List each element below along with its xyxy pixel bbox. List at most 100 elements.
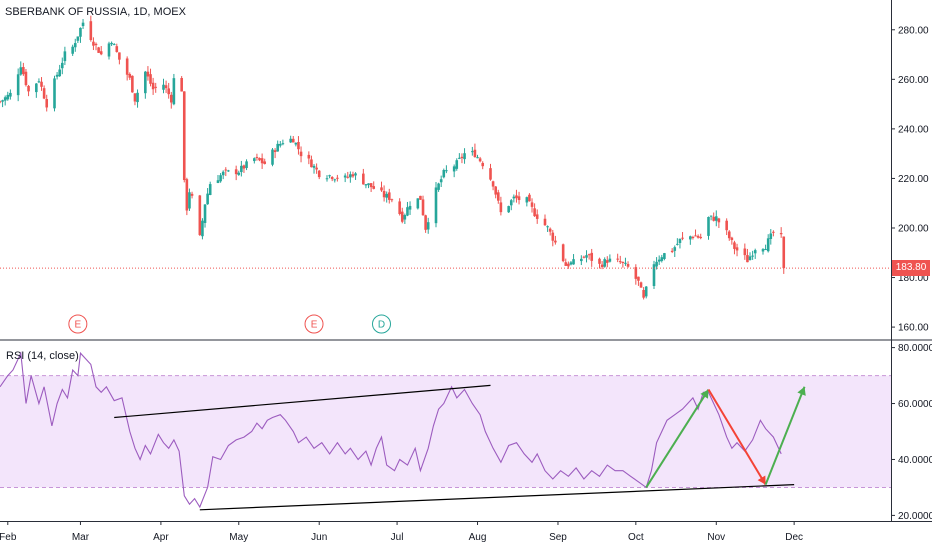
candle-body[interactable] bbox=[219, 175, 222, 182]
candle-body[interactable] bbox=[328, 175, 331, 177]
candle-body[interactable] bbox=[533, 208, 536, 217]
candle-body[interactable] bbox=[751, 255, 754, 257]
candle-body[interactable] bbox=[707, 217, 710, 236]
candle-body[interactable] bbox=[263, 161, 267, 164]
candle-body[interactable] bbox=[764, 248, 767, 250]
candle-body[interactable] bbox=[1, 100, 4, 102]
candle-body[interactable] bbox=[281, 143, 285, 145]
candle-body[interactable] bbox=[660, 257, 664, 261]
candle-body[interactable] bbox=[60, 62, 64, 69]
candle-body[interactable] bbox=[297, 142, 300, 150]
candle-body[interactable] bbox=[567, 263, 570, 267]
candle-body[interactable] bbox=[35, 83, 38, 93]
candle-body[interactable] bbox=[278, 144, 282, 146]
candle-body[interactable] bbox=[63, 51, 67, 62]
rsi-arrow-up[interactable] bbox=[645, 389, 710, 488]
candle-body[interactable] bbox=[94, 43, 98, 46]
candle-body[interactable] bbox=[315, 167, 318, 170]
candle-body[interactable] bbox=[642, 289, 645, 298]
candle-body[interactable] bbox=[655, 261, 658, 267]
candle-body[interactable] bbox=[551, 232, 555, 241]
candle-body[interactable] bbox=[164, 85, 168, 89]
candle-body[interactable] bbox=[206, 193, 209, 205]
candle-body[interactable] bbox=[167, 88, 170, 95]
candle-body[interactable] bbox=[9, 92, 12, 97]
candle-body[interactable] bbox=[714, 216, 718, 221]
rsi-indicator-title[interactable]: RSI (14, close) bbox=[6, 350, 79, 362]
candle-body[interactable] bbox=[766, 238, 770, 252]
candle-body[interactable] bbox=[652, 264, 656, 286]
candle-body[interactable] bbox=[637, 276, 640, 281]
candle-body[interactable] bbox=[491, 181, 495, 187]
dividend-marker[interactable] bbox=[372, 314, 391, 334]
candle-body[interactable] bbox=[255, 156, 259, 158]
candle-body[interactable] bbox=[580, 258, 583, 262]
rsi-trendline[interactable] bbox=[199, 484, 795, 511]
candle-body[interactable] bbox=[133, 93, 137, 102]
candle-body[interactable] bbox=[343, 175, 347, 178]
candle-body[interactable] bbox=[603, 259, 606, 267]
candle-body[interactable] bbox=[727, 231, 731, 239]
candle-body[interactable] bbox=[585, 255, 588, 258]
candle-body[interactable] bbox=[639, 282, 643, 288]
candle-body[interactable] bbox=[149, 74, 152, 84]
candle-body[interactable] bbox=[154, 86, 158, 88]
candle-body[interactable] bbox=[380, 187, 383, 191]
candle-body[interactable] bbox=[115, 46, 119, 52]
candle-body[interactable] bbox=[151, 82, 155, 90]
candle-body[interactable] bbox=[273, 150, 277, 153]
price-pane[interactable] bbox=[0, 0, 891, 337]
candle-body[interactable] bbox=[476, 157, 479, 159]
candle-body[interactable] bbox=[408, 205, 412, 210]
candle-body[interactable] bbox=[387, 192, 391, 200]
candle-body[interactable] bbox=[258, 158, 261, 161]
candle-body[interactable] bbox=[546, 226, 549, 228]
candle-body[interactable] bbox=[691, 236, 695, 238]
candle-body[interactable] bbox=[245, 161, 248, 168]
candle-body[interactable] bbox=[240, 165, 243, 173]
rsi-trendline[interactable] bbox=[114, 384, 491, 419]
candle-body[interactable] bbox=[208, 184, 212, 195]
candle-body[interactable] bbox=[434, 187, 438, 224]
candle-body[interactable] bbox=[76, 36, 80, 41]
candle-body[interactable] bbox=[587, 254, 591, 256]
candle-body[interactable] bbox=[234, 169, 238, 175]
candle-body[interactable] bbox=[99, 51, 103, 55]
candle-body[interactable] bbox=[227, 170, 230, 172]
candle-body[interactable] bbox=[190, 193, 194, 196]
candle-body[interactable] bbox=[452, 166, 456, 172]
candle-body[interactable] bbox=[605, 260, 609, 263]
rsi-line[interactable] bbox=[0, 351, 782, 509]
candle-body[interactable] bbox=[260, 158, 264, 164]
candle-body[interactable] bbox=[421, 199, 425, 216]
candle-body[interactable] bbox=[626, 264, 630, 267]
candle-body[interactable] bbox=[253, 158, 256, 162]
candle-body[interactable] bbox=[131, 75, 134, 93]
candle-body[interactable] bbox=[289, 138, 292, 143]
candle-body[interactable] bbox=[419, 195, 422, 200]
candle-body[interactable] bbox=[779, 233, 783, 235]
candle-body[interactable] bbox=[22, 67, 25, 75]
candle-body[interactable] bbox=[600, 264, 604, 268]
candle-body[interactable] bbox=[372, 186, 376, 189]
candle-body[interactable] bbox=[572, 259, 575, 265]
candle-body[interactable] bbox=[608, 258, 612, 262]
candle-body[interactable] bbox=[79, 27, 82, 37]
candle-body[interactable] bbox=[689, 236, 692, 240]
candle-body[interactable] bbox=[40, 81, 43, 87]
candle-body[interactable] bbox=[310, 159, 313, 168]
candle-body[interactable] bbox=[307, 154, 311, 159]
candle-body[interactable] bbox=[221, 171, 225, 176]
candle-body[interactable] bbox=[276, 143, 279, 152]
candle-body[interactable] bbox=[471, 151, 474, 153]
candle-body[interactable] bbox=[81, 22, 85, 27]
candle-body[interactable] bbox=[543, 218, 547, 226]
candle-body[interactable] bbox=[146, 71, 150, 77]
candle-body[interactable] bbox=[733, 242, 736, 249]
candle-body[interactable] bbox=[442, 169, 446, 178]
candle-body[interactable] bbox=[0, 101, 2, 103]
candle-body[interactable] bbox=[746, 255, 749, 263]
candle-body[interactable] bbox=[709, 215, 713, 217]
candle-body[interactable] bbox=[45, 98, 49, 108]
